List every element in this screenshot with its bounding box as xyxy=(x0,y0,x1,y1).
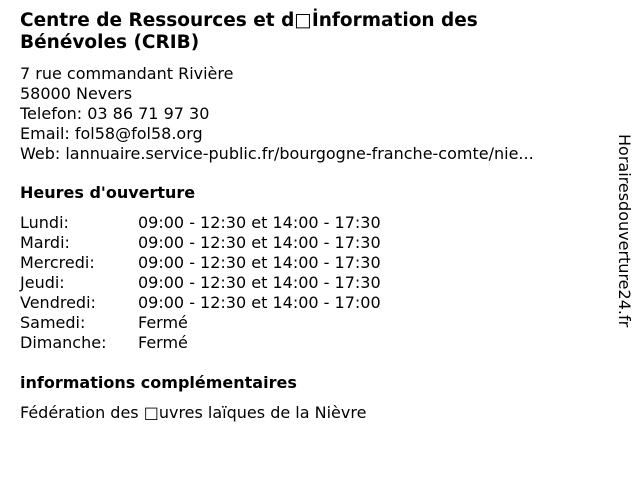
day: Dimanche: xyxy=(20,333,107,352)
hours-row: Lundi: 09:00 - 12:30 et 14:00 - 17:30 xyxy=(20,213,381,233)
city: 58000 Nevers xyxy=(20,84,133,103)
extra-text: Fédération des □uvres laïques de la Nièv… xyxy=(20,403,367,422)
hours-row: Jeudi: 09:00 - 12:30 et 14:00 - 17:30 xyxy=(20,273,381,293)
time: 09:00 - 12:30 et 14:00 - 17:30 xyxy=(138,213,381,232)
time: 09:00 - 12:30 et 14:00 - 17:30 xyxy=(138,273,381,292)
website: Web: lannuaire.service-public.fr/bourgog… xyxy=(20,144,534,163)
time: Fermé xyxy=(138,313,188,332)
extra-heading: informations complémentaires xyxy=(20,373,297,392)
day: Vendredi: xyxy=(20,293,96,312)
day: Mercredi: xyxy=(20,253,95,272)
hours-row: Mercredi: 09:00 - 12:30 et 14:00 - 17:30 xyxy=(20,253,381,273)
contact-info: 7 rue commandant Rivière 58000 Nevers Te… xyxy=(20,64,534,164)
time: 09:00 - 12:30 et 14:00 - 17:00 xyxy=(138,293,381,312)
time: 09:00 - 12:30 et 14:00 - 17:30 xyxy=(138,253,381,272)
day: Mardi: xyxy=(20,233,70,252)
hours-heading: Heures d'ouverture xyxy=(20,183,196,202)
street: 7 rue commandant Rivière xyxy=(20,64,234,83)
phone: Telefon: 03 86 71 97 30 xyxy=(20,104,210,123)
time: 09:00 - 12:30 et 14:00 - 17:30 xyxy=(138,233,381,252)
email: Email: fol58@fol58.org xyxy=(20,124,203,143)
hours-table: Lundi: 09:00 - 12:30 et 14:00 - 17:30 Mar… xyxy=(20,213,381,353)
watermark: Horairesdouverture24.fr xyxy=(615,134,634,328)
hours-row: Samedi: Fermé xyxy=(20,313,381,333)
hours-row: Mardi: 09:00 - 12:30 et 14:00 - 17:30 xyxy=(20,233,381,253)
page-title: Centre de Ressources et d□İnformation de… xyxy=(20,10,478,53)
hours-row: Dimanche: Fermé xyxy=(20,333,381,353)
day: Jeudi: xyxy=(20,273,65,292)
hours-row: Vendredi: 09:00 - 12:30 et 14:00 - 17:00 xyxy=(20,293,381,313)
time: Fermé xyxy=(138,333,188,352)
day: Samedi: xyxy=(20,313,86,332)
day: Lundi: xyxy=(20,213,69,232)
